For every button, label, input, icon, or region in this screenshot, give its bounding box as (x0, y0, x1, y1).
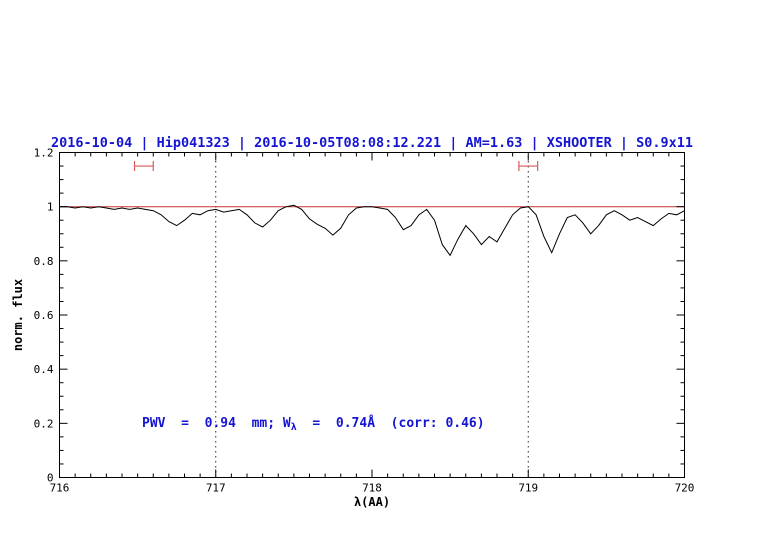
x-tick-label: 716 (50, 482, 70, 495)
pwv-annotation-subscript: λ (291, 422, 297, 433)
plot-content: 716 717 718 719 720 0 0.2 0.4 0.6 0.8 1 1.2 (34, 147, 695, 495)
x-axis-label: λ(AA) (354, 495, 390, 509)
x-tick-label: 719 (518, 482, 538, 495)
y-tick-label: 1 (47, 201, 54, 214)
pwv-annotation: PWV = 0.94 mm; Wλ = 0.74Å (corr: 0.46) (142, 415, 485, 433)
x-tick-label: 720 (675, 482, 695, 495)
y-tick-label: 0.4 (34, 363, 54, 376)
telluric-spectrum-line (59, 204, 685, 257)
y-axis-label: norm. flux (11, 279, 25, 351)
y-tick-label: 1.2 (34, 147, 54, 160)
y-tick-label: 0.6 (34, 309, 54, 322)
plot-border (59, 152, 685, 478)
x-tick-label: 717 (206, 482, 226, 495)
x-tick-label: 718 (362, 482, 382, 495)
y-tick-label: 0.2 (34, 417, 54, 430)
pwv-annotation-suffix: = 0.74Å (corr: 0.46) (297, 415, 485, 431)
y-tick-label: 0 (47, 472, 54, 485)
y-tick-label: 0.8 (34, 255, 54, 268)
plot-title: 2016-10-04 | Hip041323 | 2016-10-05T08:0… (51, 135, 693, 151)
pwv-annotation-prefix: PWV = 0.94 mm; W (142, 416, 291, 431)
